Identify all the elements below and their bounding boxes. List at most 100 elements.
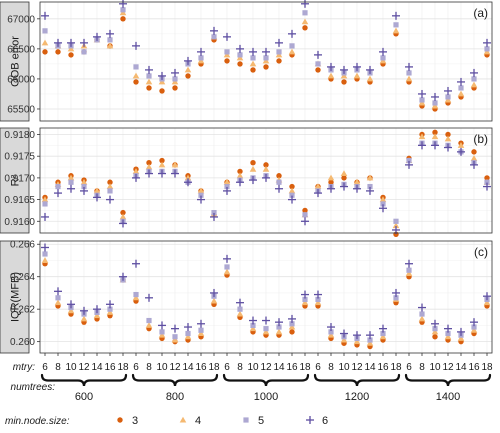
data-point (405, 270, 413, 276)
data-point (133, 79, 139, 85)
data-point (444, 143, 452, 152)
data-point (457, 327, 465, 336)
x-tick-label: 16 (286, 362, 298, 373)
data-point (210, 212, 218, 221)
panel-c: IQR(MFB) 0.260 0.262 0.264 0.266 (c) (0, 240, 493, 354)
facet-label: OOB error (10, 36, 22, 87)
data-point (471, 76, 477, 82)
data-point (41, 212, 49, 221)
data-point (327, 62, 335, 71)
data-point (263, 326, 269, 332)
data-point (159, 88, 165, 94)
data-point (172, 85, 178, 91)
y-tick-label: 0.9180 (4, 130, 35, 141)
data-point (483, 299, 491, 306)
data-point (419, 97, 425, 103)
x-tick-label: 6 (315, 362, 321, 373)
x-tick-label: 16 (468, 362, 480, 373)
data-point (236, 310, 244, 317)
data-point (458, 85, 464, 91)
data-point (224, 58, 230, 64)
data-point (159, 157, 165, 164)
data-point (159, 329, 165, 335)
data-point (42, 201, 48, 207)
data-point (379, 196, 387, 203)
data-point (132, 294, 140, 301)
data-point (483, 292, 491, 301)
x-tick-label: 12 (351, 362, 363, 373)
y-tick-label: 66000 (7, 74, 35, 85)
data-point (393, 22, 399, 28)
data-point (171, 68, 179, 77)
data-point (223, 254, 231, 263)
data-point (314, 50, 322, 59)
data-point (67, 174, 75, 181)
data-point (405, 75, 413, 82)
data-point (302, 25, 308, 31)
data-point (379, 204, 387, 213)
data-point (353, 338, 361, 345)
data-point (262, 165, 270, 172)
x-tick-label: 18 (299, 362, 311, 373)
data-point (289, 192, 295, 198)
data-point (484, 179, 490, 185)
x-tick-label: 6 (42, 362, 48, 373)
x-tick-label: 10 (338, 362, 350, 373)
data-point (289, 43, 295, 49)
data-point (418, 303, 426, 312)
data-point (41, 11, 49, 20)
data-point (106, 29, 114, 38)
legend-entry-6: 6 (306, 415, 328, 427)
data-point (93, 312, 101, 319)
numtrees-brace (131, 373, 219, 387)
data-point (288, 195, 296, 204)
data-point (340, 65, 348, 74)
data-point (432, 100, 438, 106)
data-point (328, 329, 334, 335)
data-point (54, 299, 62, 306)
x-tick-label: 8 (419, 362, 425, 373)
data-point (405, 259, 413, 268)
data-point (315, 67, 321, 73)
data-point (353, 331, 361, 340)
data-point (470, 318, 478, 327)
data-point (431, 133, 439, 140)
y-tick-label: 66500 (7, 44, 35, 55)
data-point (145, 169, 153, 178)
data-point (366, 186, 374, 195)
data-point (236, 44, 244, 53)
data-point (250, 55, 256, 61)
legend: min.node.size: 3 4 5 6 (5, 415, 328, 427)
data-point (406, 267, 412, 273)
facet-label: R² (10, 174, 22, 186)
data-point (263, 55, 269, 61)
data-point (392, 222, 400, 229)
data-point (184, 323, 192, 332)
data-point (146, 85, 152, 91)
x-tick-label: 18 (208, 362, 220, 373)
data-point (249, 165, 257, 172)
data-point (302, 10, 308, 16)
data-point (340, 336, 348, 343)
data-point (483, 38, 491, 47)
data-point (471, 324, 477, 330)
legend-entry-3: 3 (117, 415, 138, 427)
panel-b: R² 0.9160 0.9165 0.9170 0.9175 0.9180 (b) (0, 127, 493, 238)
data-point (145, 163, 153, 170)
data-point (197, 319, 205, 328)
data-point (236, 298, 244, 307)
x-tick-label: 8 (146, 362, 152, 373)
data-point (119, 0, 127, 8)
data-point (80, 306, 88, 315)
facet-strip (0, 1, 30, 122)
data-point (353, 62, 361, 71)
data-point (275, 38, 283, 47)
data-point (470, 326, 478, 333)
data-point (275, 184, 283, 193)
data-point (470, 160, 478, 169)
data-point (68, 52, 74, 58)
numtrees-brace (313, 373, 401, 387)
data-point (327, 184, 335, 193)
x-tick-label: 12 (169, 362, 181, 373)
x-tick-label: 12 (260, 362, 272, 373)
